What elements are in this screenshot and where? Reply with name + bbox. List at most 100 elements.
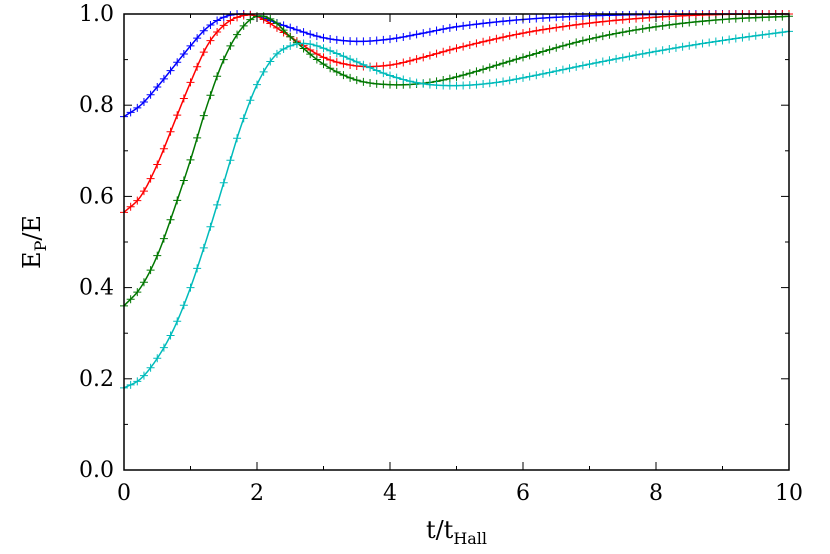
series-2-point: [239, 11, 248, 20]
series-4-point: [778, 28, 787, 37]
y-tick-label: 0.2: [79, 367, 114, 392]
series-3-point: [339, 71, 348, 80]
series-3-point: [505, 57, 514, 66]
series-1-point: [479, 19, 488, 28]
series-2-point: [525, 27, 534, 36]
series-4-point: [698, 39, 707, 48]
series-2-point: [425, 51, 434, 60]
series-4-point: [299, 39, 308, 48]
series-4-point: [565, 64, 574, 73]
x-tick-label: 0: [117, 481, 131, 506]
series-1-point: [432, 26, 441, 35]
series-4-point: [525, 72, 534, 81]
series-3-point: [698, 17, 707, 26]
series-1-point: [399, 32, 408, 41]
y-axis-label-sub: P: [31, 240, 50, 251]
series-2-point: [439, 47, 448, 56]
series-3-point: [638, 24, 647, 33]
series-4-point: [665, 45, 674, 54]
series-4-point: [645, 48, 654, 57]
series-2-point: [133, 196, 142, 205]
series-3-point: [525, 51, 534, 60]
series-2-point: [379, 61, 388, 70]
series-4-point: [632, 51, 641, 60]
series-4-point: [745, 32, 754, 41]
series-2-point: [386, 61, 394, 70]
series-3-point: [139, 278, 148, 287]
series-4-point: [731, 34, 740, 43]
series-2-point: [598, 17, 607, 26]
series-1-point: [379, 35, 388, 44]
series-2-point: [193, 62, 202, 71]
series-4-point: [771, 29, 780, 38]
series-4-point: [678, 42, 687, 51]
series-4-point: [505, 76, 514, 85]
series-4-point: [186, 283, 195, 292]
series-2-point: [405, 56, 414, 65]
series-1-point: [439, 25, 448, 34]
series-4-point: [173, 317, 182, 326]
series-2-point: [459, 42, 468, 51]
series-3-point: [479, 65, 488, 74]
series-2-point: [578, 19, 587, 28]
series-4-point: [359, 60, 368, 69]
series-3-point: [206, 91, 215, 100]
series-2-point: [179, 94, 188, 103]
series-4-point: [346, 55, 355, 64]
series-4-point: [279, 45, 288, 54]
series-1-point: [159, 74, 168, 83]
series-4-point: [585, 60, 594, 69]
series-1-point: [292, 25, 301, 34]
series-3-point: [585, 35, 594, 44]
series-4-point: [286, 41, 295, 50]
series-2-point: [226, 16, 235, 25]
series-3-point: [266, 14, 275, 23]
series-4-point: [598, 57, 607, 66]
x-axis-label: t/tHall: [426, 516, 487, 548]
series-3-point: [346, 73, 355, 82]
x-tick-label: 8: [649, 481, 663, 506]
series-1-point: [153, 82, 162, 91]
series-3-point: [565, 40, 574, 49]
series-1-point: [445, 23, 454, 32]
series-4-point: [605, 56, 614, 65]
series-4-point: [652, 47, 660, 56]
series-4-point: [352, 57, 361, 66]
series-3: [120, 12, 793, 310]
series-2-point: [519, 29, 527, 38]
series-3-point: [359, 77, 368, 86]
series-3-point: [179, 176, 188, 185]
series-2-point: [625, 15, 634, 24]
series-1-point: [186, 41, 195, 50]
series-4-point: [292, 40, 301, 49]
series-3-point: [532, 49, 541, 58]
series-4-point: [412, 78, 421, 87]
series-4-point: [146, 363, 155, 372]
series-4-point: [485, 79, 494, 88]
series-1-point: [326, 34, 335, 43]
series-4-point: [625, 52, 634, 61]
series-2-point: [146, 174, 155, 183]
series-4-point: [532, 71, 541, 80]
series-4-point: [425, 80, 434, 89]
series-1-point: [126, 108, 135, 117]
series-2-point: [153, 160, 162, 169]
series-3-point: [445, 74, 454, 83]
series-4-point: [558, 65, 567, 74]
series-4-point: [153, 354, 162, 363]
y-axis-label: EP/E: [18, 215, 50, 269]
series-3-point: [519, 53, 527, 62]
series-3-point: [459, 71, 468, 80]
series-2-point: [166, 127, 175, 136]
series-4-point: [219, 178, 228, 187]
series-4-point: [199, 243, 208, 252]
series-2-point: [399, 58, 408, 67]
series-3-point: [472, 67, 481, 76]
series-4-point: [166, 331, 175, 340]
series-3-point: [658, 21, 667, 30]
series-4-point: [538, 69, 547, 78]
series-3-point: [465, 69, 474, 78]
series-2-point: [492, 34, 501, 43]
series-2-point: [538, 25, 547, 34]
series-2-point: [392, 59, 401, 68]
